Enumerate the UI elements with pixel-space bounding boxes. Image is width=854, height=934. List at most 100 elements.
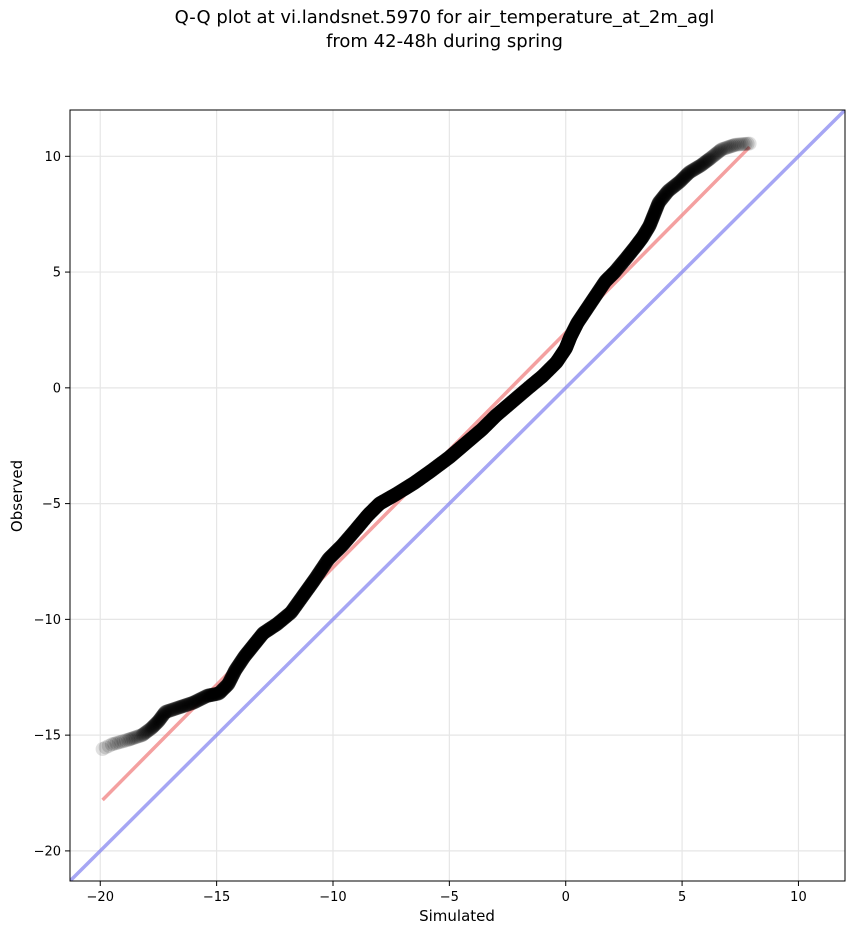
quantile-point (644, 213, 659, 228)
quantile-point (383, 490, 398, 505)
quantile-point (449, 444, 464, 459)
quantile-point (551, 352, 566, 367)
quantile-point (382, 490, 397, 505)
quantile-point (635, 230, 650, 245)
quantile-point (229, 661, 244, 676)
quantile-point (637, 226, 652, 241)
quantile-point (493, 405, 508, 420)
quantile-point (542, 362, 557, 377)
quantile-point (386, 488, 401, 503)
quantile-point (439, 452, 454, 467)
quantile-point (477, 419, 492, 434)
quantile-point (628, 239, 643, 254)
quantile-point (187, 694, 202, 709)
quantile-point (184, 696, 199, 711)
quantile-point (587, 290, 602, 305)
quantile-point (562, 332, 577, 347)
quantile-point (687, 162, 702, 177)
quantile-point (218, 680, 233, 695)
quantile-point (431, 458, 446, 473)
quantile-point (554, 347, 569, 362)
quantile-point (257, 625, 272, 640)
quantile-point (625, 243, 640, 258)
quantile-point (285, 604, 300, 619)
quantile-point (426, 462, 441, 477)
quantile-point (589, 287, 604, 302)
quantile-point (326, 546, 341, 561)
quantile-point (542, 362, 557, 377)
chart-title: Q-Q plot at vi.landsnet.5970 for air_tem… (174, 7, 715, 28)
quantile-point (248, 636, 263, 651)
quantile-point (522, 379, 537, 394)
quantile-point (547, 356, 562, 371)
quantile-point (569, 317, 584, 332)
quantile-point (695, 157, 710, 172)
quantile-point (615, 255, 630, 270)
quantile-point (644, 214, 659, 229)
quantile-point (453, 440, 468, 455)
quantile-point (566, 323, 581, 338)
quantile-point (697, 155, 712, 170)
quantile-point (363, 505, 378, 520)
quantile-point (622, 247, 637, 262)
quantile-point (563, 330, 578, 345)
quantile-point (261, 622, 276, 637)
quantile-point (299, 583, 314, 598)
quantile-point (568, 320, 583, 335)
quantile-point (208, 687, 223, 702)
quantile-point (449, 443, 464, 458)
quantile-point (516, 385, 531, 400)
quantile-point (704, 150, 719, 165)
quantile-point (564, 326, 579, 341)
quantile-point (192, 692, 207, 707)
quantile-point (551, 352, 566, 367)
quantile-point (461, 433, 476, 448)
quantile-point (371, 497, 386, 512)
quantile-point (423, 464, 438, 479)
quantile-point (370, 498, 385, 513)
quantile-point (152, 712, 167, 727)
quantile-point (444, 448, 459, 463)
quantile-point (308, 571, 323, 586)
quantile-point (401, 479, 416, 494)
quantile-point (528, 375, 542, 390)
quantile-point (282, 606, 297, 621)
quantile-point (302, 579, 317, 594)
quantile-point (243, 642, 258, 657)
quantile-point (127, 730, 142, 745)
quantile-point (316, 559, 331, 574)
x-tick-label: −15 (203, 890, 230, 905)
quantile-point (622, 246, 637, 261)
quantile-point (107, 736, 122, 751)
quantile-point (480, 416, 495, 431)
quantile-point (511, 389, 526, 404)
quantile-point (240, 646, 255, 661)
quantile-point (546, 358, 561, 373)
quantile-point (467, 428, 482, 443)
quantile-point (441, 450, 456, 465)
quantile-point (380, 491, 395, 506)
quantile-point (207, 687, 222, 702)
quantile-point (553, 349, 568, 364)
quantile-point (639, 223, 654, 238)
quantile-point (443, 449, 458, 464)
quantile-point (252, 631, 267, 646)
quantile-point (292, 594, 307, 609)
quantile-point (712, 144, 727, 159)
quantile-point (598, 273, 613, 288)
quantile-point (327, 546, 342, 561)
quantile-point (274, 613, 289, 628)
quantile-point (606, 266, 621, 281)
quantile-point (556, 345, 571, 360)
quantile-point (221, 675, 236, 690)
quantile-point (577, 304, 592, 319)
quantile-point (405, 477, 420, 492)
quantile-point (610, 262, 625, 277)
quantile-point (666, 179, 681, 194)
quantile-point (740, 136, 755, 151)
quantile-point (324, 548, 339, 563)
quantile-point (283, 605, 298, 620)
quantile-point (219, 679, 234, 694)
quantile-point (277, 610, 292, 625)
quantile-point (253, 629, 268, 644)
